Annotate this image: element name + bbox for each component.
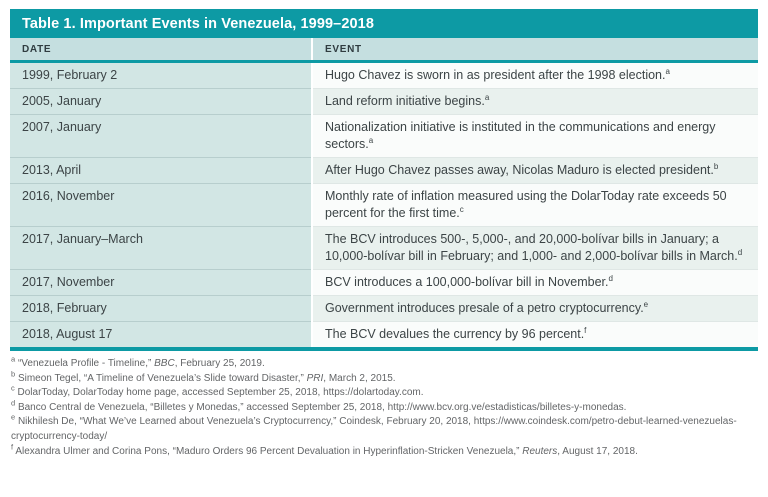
footnote: f Alexandra Ulmer and Corina Pons, “Madu… xyxy=(11,442,638,457)
date-cell: 2017, November xyxy=(10,269,312,296)
table-row: 2013, April After Hugo Chavez passes away… xyxy=(10,157,758,184)
column-header-date: DATE xyxy=(10,38,312,63)
header-row: DATE EVENT xyxy=(10,38,758,63)
footnote: b Simeon Tegel, “A Timeline of Venezuela… xyxy=(11,369,396,384)
footnote-marker: e xyxy=(643,299,649,309)
footnote-marker: e xyxy=(11,413,16,423)
footnote-marker: c xyxy=(459,204,464,214)
footnote-marker: d xyxy=(737,247,743,257)
date-cell: 2016, November xyxy=(10,183,312,227)
table-body: 1999, February 2 Hugo Chavez is sworn in … xyxy=(10,61,758,349)
event-cell: BCV introduces a 100,000-bolívar bill in… xyxy=(311,269,758,296)
footnote-source-italic: Reuters xyxy=(522,445,558,457)
footnote-marker: d xyxy=(608,273,613,283)
date-cell: 2013, April xyxy=(10,157,312,184)
date-cell: 2017, January–March xyxy=(10,226,312,270)
event-cell: Government introduces presale of a petro… xyxy=(311,295,758,322)
table-row: 2017, November BCV introduces a 100,000-b… xyxy=(10,269,758,296)
footnote: a “Venezuela Profile - Timeline,” BBC, F… xyxy=(11,354,265,369)
footnote-source-italic: PRI xyxy=(306,372,324,384)
footnote-source-italic: BBC xyxy=(154,358,175,369)
footnote-marker: f xyxy=(584,325,587,335)
date-cell: 2005, January xyxy=(10,88,312,115)
footnote: e Nikhilesh De, “What We’ve Learned abou… xyxy=(11,413,737,442)
footnote: d Banco Central de Venezuela, “Billetes … xyxy=(11,398,627,413)
event-cell: Land reform initiative begins.a xyxy=(311,88,758,115)
event-cell: Monthly rate of inflation measured using… xyxy=(311,183,758,227)
date-cell: 2007, January xyxy=(10,114,312,158)
footnote-marker: c xyxy=(11,383,15,393)
table-row: 1999, February 2 Hugo Chavez is sworn in … xyxy=(10,61,758,89)
event-cell: The BCV introduces 500-, 5,000-, and 20,… xyxy=(311,226,758,270)
events-table: DATE EVENT 1999, February 2 Hugo Chavez i… xyxy=(10,38,758,351)
footnote-marker: d xyxy=(11,398,16,408)
event-cell: Nationalization initiative is instituted… xyxy=(311,114,758,158)
footnote-marker: a xyxy=(11,354,16,364)
table-row: 2018, August 17 The BCV devalues the curr… xyxy=(10,321,758,349)
table-title: Table 1. Important Events in Venezuela, … xyxy=(10,9,758,38)
event-cell: The BCV devalues the currency by 96 perc… xyxy=(311,321,758,349)
footnote-marker: a xyxy=(368,135,374,145)
page: Table 1. Important Events in Venezuela, … xyxy=(10,9,758,459)
column-header-event: EVENT xyxy=(311,38,758,63)
date-cell: 2018, February xyxy=(10,295,312,322)
footnote-marker: f xyxy=(11,442,14,452)
table-row: 2007, January Nationalization initiative … xyxy=(10,114,758,158)
date-cell: 1999, February 2 xyxy=(10,61,312,89)
table-row: 2017, January–March The BCV introduces 50… xyxy=(10,226,758,270)
event-cell: Hugo Chavez is sworn in as president aft… xyxy=(311,61,758,89)
event-cell: After Hugo Chavez passes away, Nicolas M… xyxy=(311,157,758,184)
date-cell: 2018, August 17 xyxy=(10,321,312,349)
footnote-marker: b xyxy=(713,161,719,171)
footnote-marker: a xyxy=(484,92,490,102)
table-header: DATE EVENT xyxy=(10,38,758,63)
footnotes: a “Venezuela Profile - Timeline,” BBC, F… xyxy=(11,354,757,459)
footnote-marker: b xyxy=(11,369,16,379)
footnote-marker: a xyxy=(665,66,670,76)
table-row: 2018, February Government introduces pres… xyxy=(10,295,758,322)
table-row: 2016, November Monthly rate of inflation … xyxy=(10,183,758,227)
footnote: c DolarToday, DolarToday home page, acce… xyxy=(11,383,424,399)
table-row: 2005, January Land reform initiative begi… xyxy=(10,88,758,115)
